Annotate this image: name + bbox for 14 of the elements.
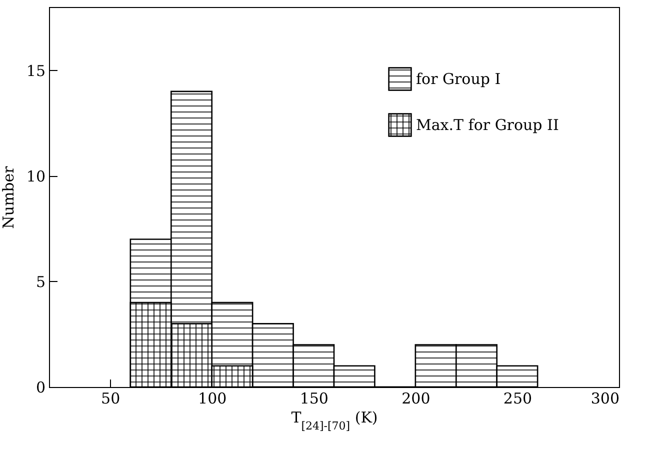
x-tick-label: 250 — [503, 390, 532, 408]
x-tick-label: 300 — [590, 390, 620, 408]
legend-label: Max.T for Group II — [416, 116, 559, 134]
y-tick-label: 5 — [36, 272, 46, 291]
x-tick-label: 100 — [198, 390, 227, 408]
y-tick-label: 15 — [26, 62, 46, 80]
x-tick-label: 150 — [300, 390, 328, 408]
y-axis-title: Number — [0, 165, 18, 229]
x-tick-label: 50 — [101, 390, 120, 408]
x-axis-title: T$_{[24]-[70]}$ (K) — [291, 408, 378, 432]
y-tick-label: 0 — [36, 378, 46, 396]
y-tick-label: 10 — [26, 167, 46, 186]
legend-label: for Group I — [416, 70, 501, 88]
x-tick-label: 200 — [402, 390, 430, 408]
